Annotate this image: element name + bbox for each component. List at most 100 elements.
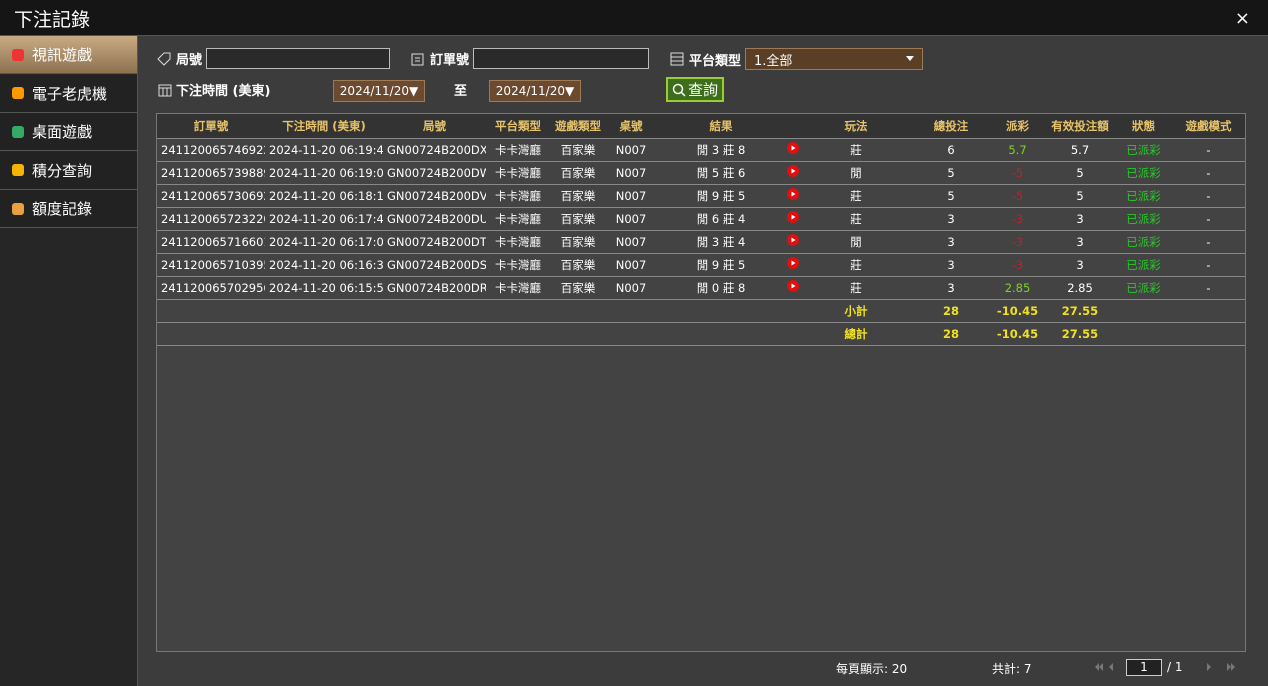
cell: 2024-11-20 06:19:07 <box>265 161 383 185</box>
table-body: 241120065746922 2024-11-20 06:19:44 GN0072… <box>157 138 1245 346</box>
summary-cell: 28 <box>912 299 990 323</box>
menu-label: 電子老虎機 <box>32 84 108 103</box>
page-count: / 1 <box>1167 660 1183 674</box>
to-label: 至 <box>454 84 468 99</box>
search-label: 查詢 <box>687 81 718 99</box>
table-row: 241120065739889 2024-11-20 06:19:07 GN0072… <box>157 161 1245 185</box>
play-icon[interactable] <box>787 188 799 200</box>
column-header: 狀態 <box>1115 114 1172 139</box>
table-row: 241120065710395 2024-11-20 06:16:30 GN0072… <box>157 253 1245 277</box>
column-header: 桌號 <box>606 114 656 139</box>
page-input[interactable]: 1 <box>1126 659 1162 676</box>
round-filter: 局號 <box>156 48 391 69</box>
play-icon[interactable] <box>787 142 799 154</box>
cell: 5 <box>912 184 990 208</box>
cell: 241120065702956 <box>157 276 265 300</box>
cell: 2024-11-20 06:19:44 <box>265 138 383 162</box>
column-header: 局號 <box>383 114 486 139</box>
cell: 閒 5 莊 6 <box>656 161 786 185</box>
menu-label: 積分查詢 <box>32 161 93 180</box>
cell: 閒 3 莊 4 <box>656 230 786 254</box>
menu-item[interactable]: 桌面遊戲 <box>0 113 137 152</box>
menu-icon <box>12 164 24 177</box>
cell: 2.85 <box>1045 276 1115 300</box>
cell: 241120065739889 <box>157 161 265 185</box>
platform-value: 1.全部 <box>754 53 793 69</box>
cell: 2024-11-20 06:17:40 <box>265 207 383 231</box>
cell: 閒 <box>800 230 912 254</box>
summary-cell: 小計 <box>800 299 912 323</box>
table-row: 241120065746922 2024-11-20 06:19:44 GN0072… <box>157 138 1245 162</box>
cell: 2024-11-20 06:15:52 <box>265 276 383 300</box>
order-filter: 訂單號 <box>410 48 650 69</box>
cell: 241120065716601 <box>157 230 265 254</box>
date-to[interactable]: 2024/11/20▼ <box>489 80 581 102</box>
cell: 3 <box>912 253 990 277</box>
summary-cell: 28 <box>912 322 990 346</box>
cell: -3 <box>990 230 1045 254</box>
cell: - <box>1172 230 1245 254</box>
cell: 5.7 <box>990 138 1045 162</box>
cell: 3 <box>912 276 990 300</box>
table-row: 241120065702956 2024-11-20 06:15:52 GN0072… <box>157 276 1245 300</box>
footer: 每頁顯示: 20 共計: 7 1 / 1 <box>156 659 1246 680</box>
menu-item[interactable]: 視訊遊戲 <box>0 36 137 74</box>
summary-row: 總計 28 -10.45 27.55 <box>157 322 1245 346</box>
page-size: 每頁顯示: 20 <box>836 662 908 676</box>
play-icon[interactable] <box>787 165 799 177</box>
table-row: 241120065723220 2024-11-20 06:17:40 GN0072… <box>157 207 1245 231</box>
summary-cell: -10.45 <box>990 322 1045 346</box>
play-cell <box>786 276 800 300</box>
cell: 閒 9 莊 5 <box>656 253 786 277</box>
cell: -3 <box>990 207 1045 231</box>
menu-item[interactable]: 電子老虎機 <box>0 74 137 113</box>
cell: 5 <box>1045 161 1115 185</box>
summary-cell: 27.55 <box>1045 322 1115 346</box>
cell: 3 <box>1045 253 1115 277</box>
cell: 已派彩 <box>1115 184 1172 208</box>
round-input[interactable] <box>206 48 391 69</box>
cell: 百家樂 <box>550 207 606 231</box>
cell: 已派彩 <box>1115 138 1172 162</box>
cell: N007 <box>606 184 656 208</box>
cell: 2024-11-20 06:16:30 <box>265 253 383 277</box>
sidebar: 視訊遊戲電子老虎機桌面遊戲積分查詢額度記錄 <box>0 36 138 686</box>
cell: 莊 <box>800 276 912 300</box>
menu-item[interactable]: 積分查詢 <box>0 151 137 190</box>
summary-cell: -10.45 <box>990 299 1045 323</box>
order-input[interactable] <box>473 48 650 69</box>
platform-filter: 平台類型 1.全部 <box>669 48 924 70</box>
date-from[interactable]: 2024/11/20▼ <box>333 80 425 102</box>
cell: 5 <box>912 161 990 185</box>
table-row: 241120065730692 2024-11-20 06:18:19 GN0072… <box>157 184 1245 208</box>
cell: 2024-11-20 06:18:19 <box>265 184 383 208</box>
cell: - <box>1172 253 1245 277</box>
cell: - <box>1172 161 1245 185</box>
play-icon[interactable] <box>787 211 799 223</box>
play-icon[interactable] <box>787 234 799 246</box>
cell: 卡卡灣廳 <box>486 230 550 254</box>
menu-label: 額度記錄 <box>32 200 93 219</box>
platform-label: 平台類型 <box>689 53 742 69</box>
icon-column-header <box>786 114 800 139</box>
cell: -5 <box>990 184 1045 208</box>
play-icon[interactable] <box>787 280 799 292</box>
platform-select[interactable]: 1.全部 <box>745 48 924 70</box>
tag-icon <box>157 52 171 66</box>
play-icon[interactable] <box>787 257 799 269</box>
first-prev-arrows[interactable] <box>1094 662 1116 672</box>
cell: 卡卡灣廳 <box>486 138 550 162</box>
play-cell <box>786 161 800 185</box>
cell: N007 <box>606 253 656 277</box>
menu-item[interactable]: 額度記錄 <box>0 190 137 229</box>
cell: 莊 <box>800 253 912 277</box>
cell: GN00724B200DU <box>383 207 486 231</box>
close-button[interactable]: × <box>1234 8 1250 29</box>
search-button[interactable]: 查詢 <box>666 77 724 102</box>
time-filter: 下注時間 (美東) <box>158 80 270 99</box>
cell: 莊 <box>800 207 912 231</box>
bet-table: 訂單號 下注時間 (美東) 局號 平台類型 遊戲類型 桌號 結果 玩法 總投注 派彩 有效投注額 狀態… <box>156 113 1246 652</box>
next-last-arrows[interactable] <box>1204 662 1240 672</box>
cell: 百家樂 <box>550 161 606 185</box>
cell: 百家樂 <box>550 276 606 300</box>
